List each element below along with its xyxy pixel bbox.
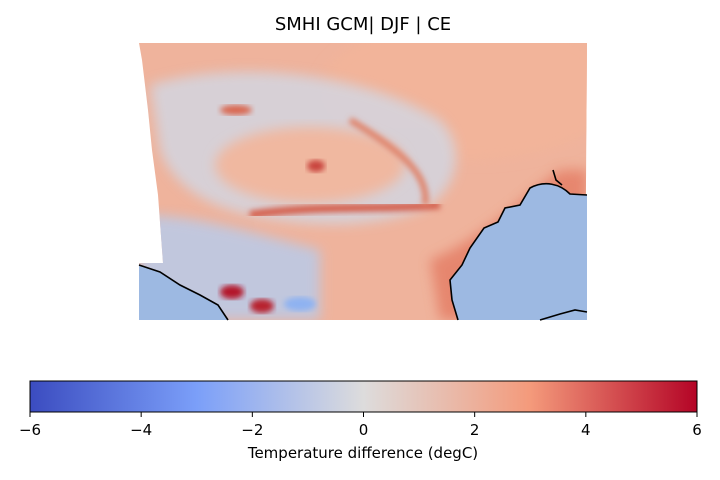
- ocean-east: [450, 183, 587, 320]
- chart-title: SMHI GCM| DJF | CE: [274, 14, 452, 35]
- colorbar-tick-label: −2: [241, 421, 263, 439]
- map-panel: [138, 43, 588, 321]
- field-hotspot-4: [220, 105, 252, 115]
- colorbar-gradient: [29, 380, 698, 413]
- colorbar-label: Temperature difference (degC): [247, 444, 479, 462]
- field-hotspot-2: [250, 299, 274, 313]
- colorbar-ticks: −6 −4 −2 0 2 4 6: [19, 412, 702, 439]
- field-cool-spot: [284, 297, 316, 311]
- colorbar-tick-label: 0: [359, 421, 369, 439]
- coastline-inlet: [552, 169, 563, 186]
- colorbar-tick-label: −6: [19, 421, 41, 439]
- colorbar-tick-label: 4: [581, 421, 591, 439]
- coastlines: [138, 169, 588, 321]
- colorbar-tick-label: 2: [470, 421, 480, 439]
- ocean-layer: [139, 183, 587, 320]
- field-hotspot-1: [220, 285, 244, 299]
- colorbar-tick-label: −4: [130, 421, 152, 439]
- coastline-east: [449, 182, 588, 321]
- field-warm-band-south: [249, 201, 441, 219]
- field-hotspot-3: [307, 160, 325, 172]
- ocean-southwest: [139, 265, 228, 320]
- field-arc-red-streak: [348, 117, 429, 206]
- coastline-southwest: [138, 264, 229, 321]
- colorbar-tick-label: 6: [692, 421, 702, 439]
- coastline-south-edge: [539, 309, 588, 321]
